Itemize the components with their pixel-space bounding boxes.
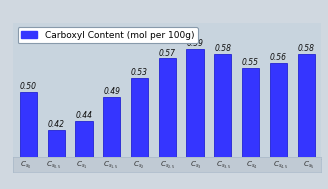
Text: 0.44: 0.44 [75,111,92,120]
Bar [270,63,287,159]
Text: $C_{s_3}$: $C_{s_3}$ [190,160,201,171]
Bar [186,49,204,159]
Text: 0.58: 0.58 [214,44,231,53]
Bar [242,68,259,159]
Text: $C_{s_{1.5}}$: $C_{s_{1.5}}$ [103,160,118,171]
Text: $C_{s_2}$: $C_{s_2}$ [133,160,145,171]
Text: 0.49: 0.49 [103,87,120,96]
Text: $C_{s_{4.5}}$: $C_{s_{4.5}}$ [273,160,288,171]
Bar [159,58,176,159]
Bar [131,78,148,159]
Text: 0.57: 0.57 [159,49,176,57]
Text: 0.56: 0.56 [270,53,287,62]
Bar [48,130,65,159]
Text: 0.58: 0.58 [298,44,315,53]
Text: 0.55: 0.55 [242,58,259,67]
Bar [75,121,92,159]
Bar [214,54,232,159]
Text: $C_{s_0}$: $C_{s_0}$ [20,160,31,171]
Bar [103,97,120,159]
Text: 0.53: 0.53 [131,68,148,77]
Bar [20,92,37,159]
Text: $C_{s_1}$: $C_{s_1}$ [76,160,88,171]
Bar [297,54,315,159]
Text: 0.59: 0.59 [187,39,204,48]
Text: 0.50: 0.50 [20,82,37,91]
Legend: Carboxyl Content (mol per 100g): Carboxyl Content (mol per 100g) [18,27,198,43]
Text: $C_{s_{3.5}}$: $C_{s_{3.5}}$ [216,160,232,171]
Text: $C_{s_{2.5}}$: $C_{s_{2.5}}$ [160,160,175,171]
Text: $C_{s_5}$: $C_{s_5}$ [303,160,315,171]
Text: $C_{s_{0.5}}$: $C_{s_{0.5}}$ [46,160,61,171]
Text: 0.42: 0.42 [48,120,65,129]
Text: $C_{s_4}$: $C_{s_4}$ [246,160,258,171]
